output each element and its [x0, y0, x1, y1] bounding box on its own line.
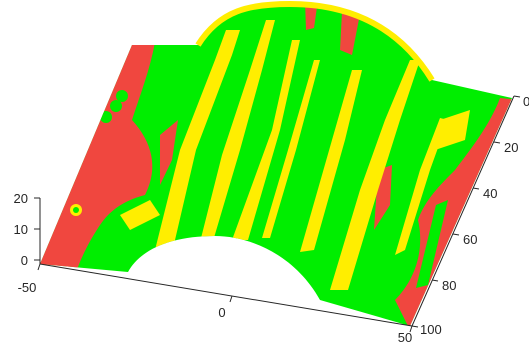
y-tick-label: 20 [504, 140, 518, 155]
surface-region-red-notch [160, 120, 178, 185]
y-tick-label: 40 [483, 186, 497, 201]
y-tick-label: 100 [420, 322, 442, 337]
y-tick-label: 0 [523, 94, 529, 109]
x-tick-label: 0 [218, 305, 225, 320]
surface-region-red-top-b [340, 12, 360, 55]
x-tick-label: -50 [18, 280, 37, 295]
y-axis: 0 20 40 60 80 100 [411, 94, 529, 337]
surface-rim-yellow [195, 0, 435, 82]
surface-bar-green [416, 200, 448, 288]
z-tick-label: 10 [14, 222, 28, 237]
y-tick-label: 60 [463, 232, 477, 247]
x-tick-label: 50 [398, 330, 412, 345]
surface-spots [70, 90, 128, 216]
x-axis: -50 0 50 [18, 263, 413, 345]
z-tick-label: 0 [21, 253, 28, 268]
z-axis: 20 10 0 [14, 191, 41, 268]
z-tick-label: 20 [14, 191, 28, 206]
surface-stripes-yellow [120, 20, 470, 290]
y-tick-label: 80 [442, 278, 456, 293]
